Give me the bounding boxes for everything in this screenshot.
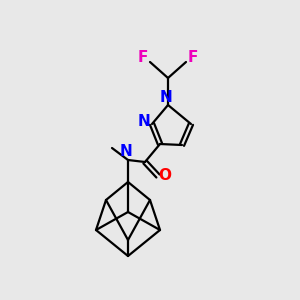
Text: N: N (138, 115, 150, 130)
Text: N: N (160, 91, 172, 106)
Text: N: N (120, 145, 132, 160)
Text: F: F (188, 50, 198, 64)
Text: F: F (138, 50, 148, 64)
Text: O: O (158, 169, 172, 184)
